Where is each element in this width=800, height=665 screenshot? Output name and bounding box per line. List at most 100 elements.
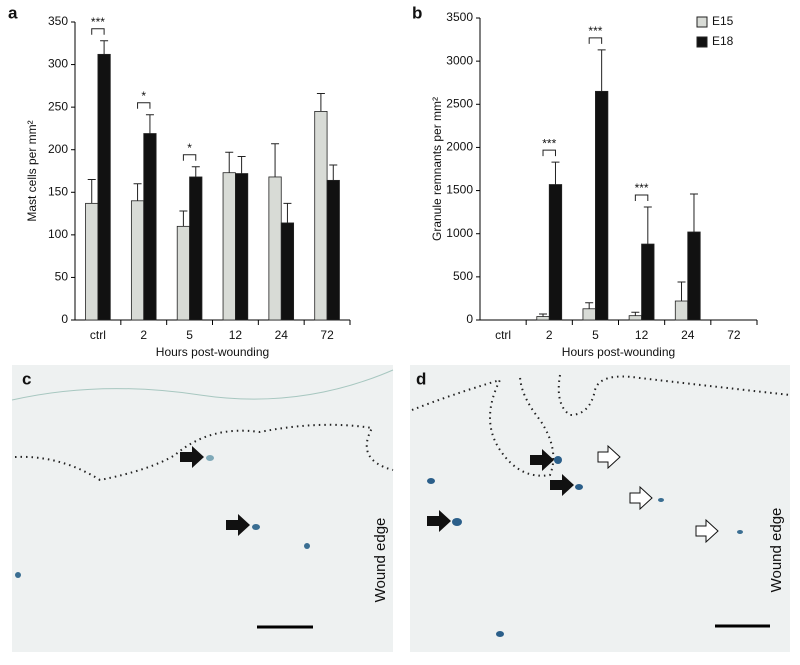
y-tick-label: 200: [48, 142, 68, 156]
x-tick-label: ctrl: [495, 328, 511, 342]
y-tick-label: 150: [48, 184, 68, 198]
error-bar: [283, 202, 292, 223]
significance-label: ***: [542, 136, 556, 150]
error-bar: [179, 210, 188, 227]
y-tick-label: 0: [466, 312, 473, 326]
y-tick-label: 1500: [446, 183, 473, 197]
significance-bracket: [91, 28, 105, 35]
image-bg: [410, 365, 790, 652]
cell: [206, 455, 214, 461]
cell: [658, 498, 664, 502]
open-arrow: [629, 485, 653, 511]
significance-label: ***: [91, 15, 105, 29]
x-tick-label: 2: [140, 328, 147, 342]
bar: [97, 53, 111, 321]
error-bar: [145, 114, 154, 134]
error-bar: [133, 183, 142, 201]
arrow: [550, 474, 574, 496]
significance-bracket: [634, 194, 649, 201]
significance-label: *: [141, 89, 146, 103]
y-tick-label: 350: [48, 14, 68, 28]
x-tick-label: ctrl: [90, 328, 106, 342]
cell: [15, 572, 21, 578]
error-bar: [225, 151, 234, 173]
y-tick-label: 100: [48, 227, 68, 241]
panel-label: d: [416, 369, 426, 388]
arrow: [530, 449, 554, 471]
x-tick-label: 12: [229, 328, 243, 342]
y-tick-label: 250: [48, 99, 68, 113]
bar: [641, 243, 655, 321]
side-label: Wound edge: [372, 518, 389, 603]
micrograph-d: d Wound edge: [410, 365, 791, 652]
significance-bracket: [542, 149, 556, 157]
cell: [252, 524, 260, 530]
error-bar: [677, 281, 686, 302]
legend-swatch: [696, 36, 708, 48]
error-bar: [316, 93, 325, 112]
y-tick-label: 3500: [446, 10, 473, 24]
tissue-edge: [11, 369, 394, 401]
bar: [687, 231, 701, 321]
y-tick-label: 1000: [446, 226, 473, 240]
bar: [326, 179, 340, 321]
bar: [582, 308, 596, 321]
arrow: [226, 514, 250, 536]
x-axis-label: Hours post-wounding: [562, 345, 675, 359]
bar: [235, 173, 249, 321]
panel-label: b: [412, 3, 422, 22]
cell: [304, 543, 310, 549]
bar: [85, 202, 99, 321]
open-arrow: [695, 518, 719, 544]
cell: [554, 456, 562, 464]
y-tick-label: 3000: [446, 53, 473, 67]
y-axis-label: Mast cells per mm²: [25, 120, 39, 221]
error-bar: [100, 40, 109, 55]
y-tick-label: 500: [453, 269, 473, 283]
x-tick-label: 5: [186, 328, 193, 342]
x-axis-label: Hours post-wounding: [156, 345, 269, 359]
legend-swatch: [696, 16, 708, 28]
error-bar: [643, 206, 652, 245]
cell: [737, 530, 743, 534]
y-tick-label: 50: [55, 270, 69, 284]
significance-label: *: [187, 141, 192, 155]
x-tick-label: 5: [592, 328, 599, 342]
bar: [595, 90, 609, 321]
error-bar: [597, 49, 606, 92]
x-tick-label: 24: [681, 328, 695, 342]
significance-bracket: [182, 154, 197, 161]
dotted-boundary: [411, 374, 791, 477]
cell: [496, 631, 504, 637]
panel-label: c: [22, 369, 31, 388]
bar: [548, 184, 563, 321]
y-tick-label: 2500: [446, 96, 473, 110]
bar: [130, 200, 145, 321]
y-tick-label: 0: [61, 312, 68, 326]
cell: [427, 478, 435, 484]
x-tick-label: 12: [635, 328, 649, 342]
bar: [536, 316, 550, 321]
bar: [314, 111, 328, 321]
bar: [268, 176, 282, 321]
open-arrow: [597, 444, 621, 470]
bar: [189, 176, 203, 321]
image-bg: [12, 365, 393, 652]
error-bar: [329, 164, 338, 181]
arrow: [180, 446, 204, 468]
panel-label: a: [8, 3, 18, 22]
bar: [628, 315, 642, 321]
significance-bracket: [588, 37, 603, 44]
x-tick-label: 72: [320, 328, 334, 342]
error-bar: [539, 313, 548, 317]
significance-label: ***: [635, 181, 649, 195]
error-bar: [271, 143, 280, 177]
arrow: [427, 510, 451, 532]
bar: [176, 225, 190, 321]
cell: [452, 518, 462, 526]
error-bar: [551, 161, 560, 185]
y-axis-label: Granule remnants per mm²: [430, 97, 444, 241]
error-bar: [87, 179, 96, 204]
legend-label: E18: [712, 34, 734, 48]
